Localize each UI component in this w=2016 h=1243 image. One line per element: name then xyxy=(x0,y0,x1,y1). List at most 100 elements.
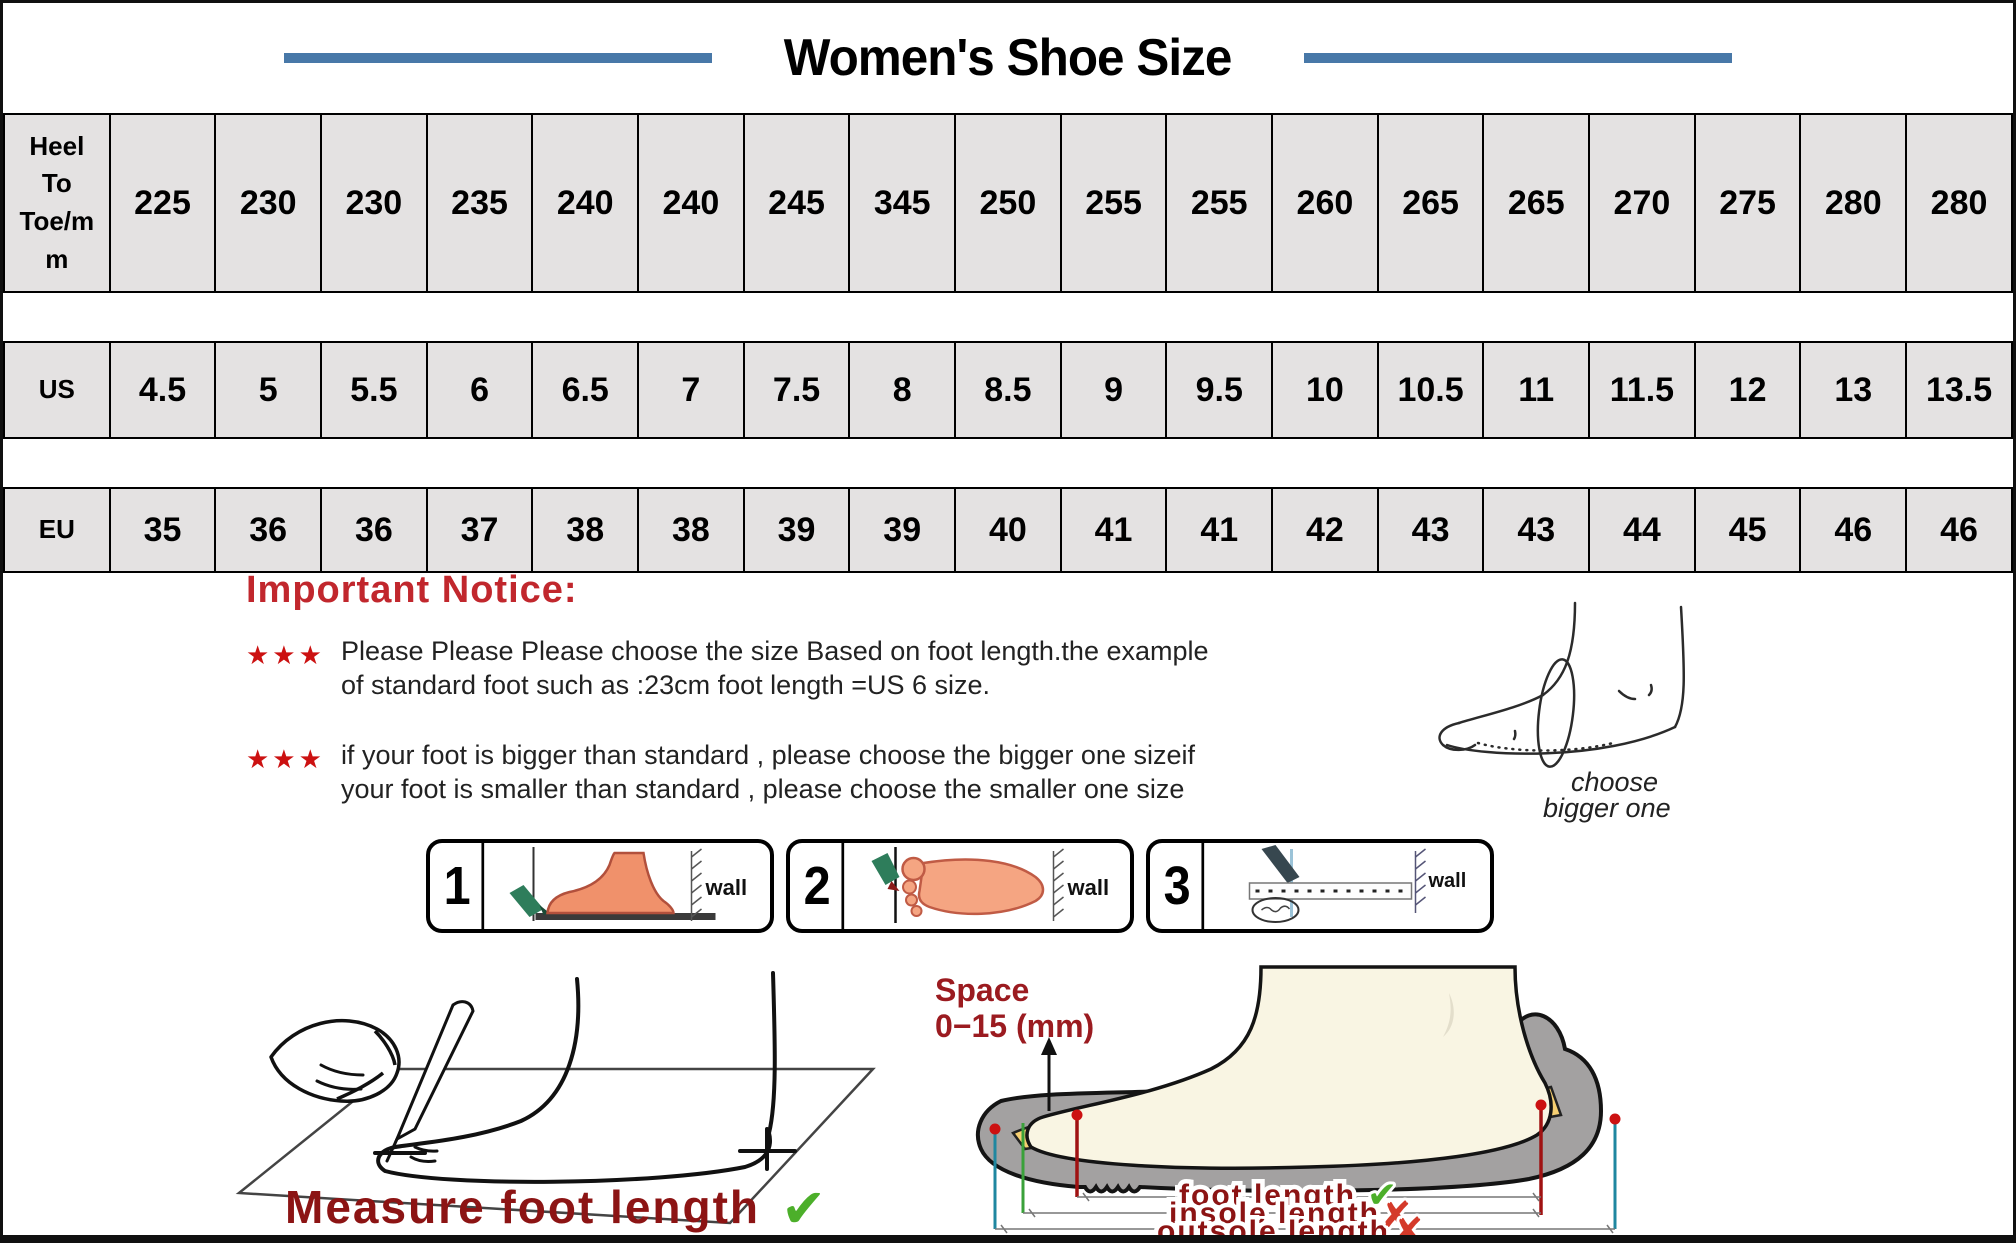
table-cell: 36 xyxy=(214,487,323,573)
step-1-art: wall xyxy=(487,843,770,929)
table-cell: 40 xyxy=(954,487,1062,573)
wall-label: wall xyxy=(705,875,748,900)
step-box-2: 2 wall xyxy=(786,839,1134,933)
check-icon: ✔ xyxy=(1367,1174,1397,1215)
table-cell: 260 xyxy=(1271,113,1379,293)
notice-bullet-2: ★★★ if your foot is bigger than standard… xyxy=(246,739,1195,807)
table-cell: 5.5 xyxy=(320,341,428,439)
table-cell: 38 xyxy=(531,487,640,573)
table-cell: 7.5 xyxy=(742,341,851,439)
table-cell: 35 xyxy=(108,487,217,573)
row-label: EU xyxy=(3,487,111,573)
table-cell: 8.5 xyxy=(954,341,1062,439)
measure-caption: Measure foot length xyxy=(285,1181,760,1233)
foot-girth-sketch: choose bigger one xyxy=(1423,595,1793,830)
table-cell: 275 xyxy=(1693,113,1802,293)
step-box-1: 1 wall xyxy=(426,839,774,933)
table-cell: 225 xyxy=(108,113,217,293)
table-cell: 255 xyxy=(1165,113,1274,293)
title-row: Women's Shoe Size xyxy=(3,3,2013,113)
table-cell: 265 xyxy=(1376,113,1485,293)
table-cell: 6.5 xyxy=(531,341,640,439)
table-cell: 41 xyxy=(1059,487,1168,573)
notice-bullet-1-text: Please Please Please choose the size Bas… xyxy=(340,636,1209,700)
step-2-illustration-icon: wall xyxy=(871,847,1110,923)
table-cell: 4.5 xyxy=(108,341,217,439)
table-cell: 8 xyxy=(848,341,957,439)
table-cell: 11.5 xyxy=(1588,341,1696,439)
table-cell: 245 xyxy=(742,113,851,293)
table-cell: 265 xyxy=(1482,113,1591,293)
table-cell: 255 xyxy=(1059,113,1168,293)
table-cell: 43 xyxy=(1482,487,1591,573)
shoe-diagram-icon: Space 0−15 (mm) foot length insole lengt… xyxy=(935,965,1621,1243)
spacer-row xyxy=(4,438,2012,488)
step-2-number: 2 xyxy=(793,843,845,929)
wall-label: wall xyxy=(1067,875,1110,900)
table-cell: 10 xyxy=(1271,341,1379,439)
table-cell: 12 xyxy=(1693,341,1802,439)
insole-length-label: insole length xyxy=(1169,1197,1380,1230)
spacer-row xyxy=(4,292,2012,342)
table-cell: 13.5 xyxy=(1905,341,2013,439)
notice-bullet-2-text: if your foot is bigger than standard , p… xyxy=(340,740,1195,804)
table-cell: 5 xyxy=(214,341,323,439)
bullet-stars-icon: ★★★ xyxy=(246,744,325,774)
table-cell: 240 xyxy=(531,113,640,293)
table-cell: 45 xyxy=(1693,487,1802,573)
page-title: Women's Shoe Size xyxy=(784,29,1233,87)
table-cell: 38 xyxy=(637,487,745,573)
table-cell: 235 xyxy=(425,113,534,293)
table-cell: 230 xyxy=(320,113,428,293)
measuring-steps: 1 wall 2 xyxy=(426,839,1494,933)
shoe-length-diagram: Space 0−15 (mm) foot length insole lengt… xyxy=(929,953,1635,1243)
table-cell: 44 xyxy=(1588,487,1696,573)
table-cell: 250 xyxy=(954,113,1062,293)
table-row: Heel To Toe/m m 225 230 230 235 240 240 245 345 2… xyxy=(3,113,2013,293)
step-1-number: 1 xyxy=(433,843,485,929)
table-cell: 7 xyxy=(637,341,745,439)
table-cell: 230 xyxy=(214,113,323,293)
table-cell: 9.5 xyxy=(1165,341,1274,439)
notice-bullet-1: ★★★ Please Please Please choose the size… xyxy=(246,635,1209,703)
foot-length-label: foot length xyxy=(1179,1179,1356,1212)
table-row: EU 35 36 36 37 38 38 39 39 40 41 41 42 43 43 44 45 46 46 xyxy=(3,487,2013,573)
row-label: Heel To Toe/m m xyxy=(3,113,111,293)
check-icon: ✔ xyxy=(781,1179,826,1239)
table-cell: 280 xyxy=(1905,113,2013,293)
table-cell: 280 xyxy=(1799,113,1908,293)
step-box-3: 3 wall xyxy=(1146,839,1494,933)
foot-sketch-icon: choose bigger one xyxy=(1438,601,1686,823)
bullet-stars-icon: ★★★ xyxy=(246,640,325,670)
size-table: Heel To Toe/m m 225 230 230 235 240 240 245 345 2… xyxy=(3,113,2013,573)
step-3-illustration-icon: wall xyxy=(1248,845,1467,923)
table-cell: 6 xyxy=(425,341,534,439)
table-cell: 11 xyxy=(1482,341,1591,439)
table-cell: 39 xyxy=(848,487,957,573)
table-cell: 36 xyxy=(320,487,428,573)
wall-label: wall xyxy=(1428,870,1467,892)
table-cell: 39 xyxy=(742,487,851,573)
table-cell: 46 xyxy=(1905,487,2013,573)
table-cell: 270 xyxy=(1588,113,1696,293)
measure-illustration-icon: Measure foot length ✔ xyxy=(235,971,876,1239)
table-cell: 13 xyxy=(1799,341,1908,439)
table-cell: 46 xyxy=(1799,487,1908,573)
table-cell: 43 xyxy=(1376,487,1485,573)
cross-icon: ✘ xyxy=(1381,1194,1411,1235)
table-cell: 10.5 xyxy=(1376,341,1485,439)
table-cell: 42 xyxy=(1271,487,1379,573)
row-label: US xyxy=(3,341,111,439)
step-3-number: 3 xyxy=(1153,843,1205,929)
notice-heading: Important Notice: xyxy=(246,569,578,611)
space-label-line2: 0−15 (mm) xyxy=(935,1008,1094,1044)
title-accent-bar-right xyxy=(1303,53,1732,63)
step-3-art: wall xyxy=(1207,843,1490,929)
outsole-length-label: outsole length xyxy=(1157,1215,1390,1243)
table-cell: 9 xyxy=(1059,341,1168,439)
step-1-illustration-icon: wall xyxy=(509,847,748,921)
table-row: US 4.5 5 5.5 6 6.5 7 7.5 8 8.5 9 9.5 10 10.5 11 11.5 12 1… xyxy=(3,341,2013,439)
table-cell: 345 xyxy=(848,113,957,293)
table-cell: 37 xyxy=(425,487,534,573)
foot-sketch-caption-line2: bigger one xyxy=(1543,793,1671,823)
